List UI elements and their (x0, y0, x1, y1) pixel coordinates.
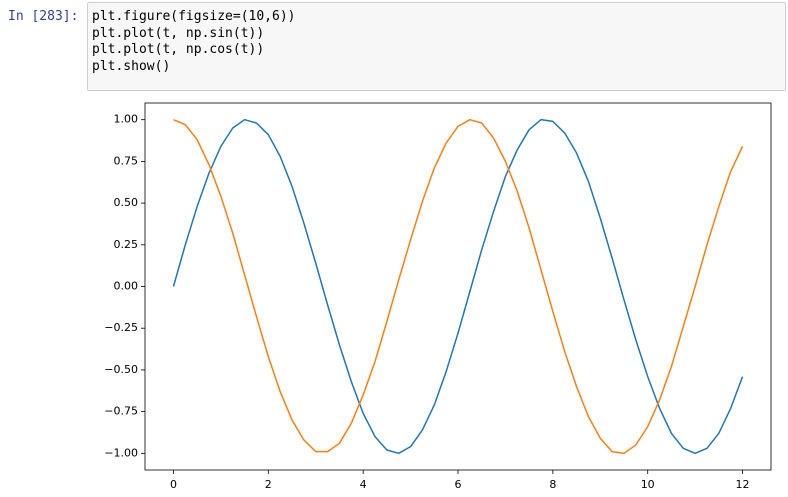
x-tick-label: 0 (170, 478, 177, 491)
x-tick-label: 4 (360, 478, 367, 491)
y-tick-label: 0.50 (114, 196, 139, 209)
input-prompt: In [283]: (8, 9, 79, 24)
axes-frame (144, 102, 772, 471)
y-tick-label: 0.75 (114, 154, 139, 167)
y-tick-label: −0.50 (104, 363, 138, 376)
x-tick-label: 8 (549, 478, 556, 491)
code-cell[interactable]: plt.figure(figsize=(10,6)) plt.plot(t, n… (87, 2, 786, 91)
code-line: plt.plot(t, np.sin(t)) (92, 25, 265, 41)
x-tick-label: 2 (265, 478, 272, 491)
y-tick-label: −0.25 (104, 321, 138, 334)
code-line: plt.plot(t, np.cos(t)) (92, 42, 265, 57)
y-tick-label: 0.25 (114, 238, 139, 251)
y-tick-label: 0.00 (114, 280, 139, 293)
code-line: plt.show() (92, 58, 171, 74)
x-tick-label: 10 (641, 478, 655, 491)
line-series (172, 118, 744, 455)
line-series (173, 118, 744, 455)
y-tick-label: 1.00 (114, 113, 139, 126)
code-line: plt.figure(figsize=(10,6)) (92, 9, 296, 24)
x-tick-label: 6 (455, 478, 462, 491)
y-tick-label: −1.00 (104, 446, 138, 459)
x-tick-label: 12 (736, 478, 750, 491)
y-tick-label: −0.75 (104, 405, 138, 418)
